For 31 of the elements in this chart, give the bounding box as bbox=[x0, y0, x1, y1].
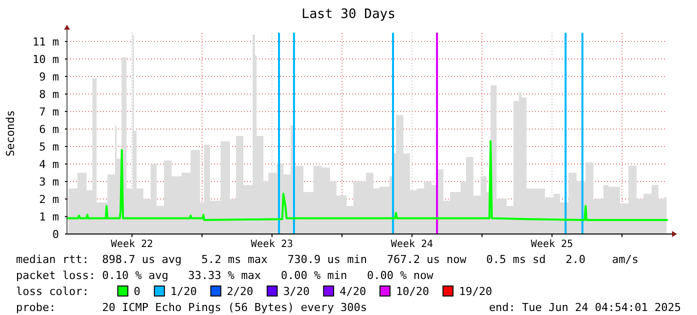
y-tick-label: 8 m bbox=[39, 88, 60, 101]
y-tick-label: 6 m bbox=[39, 122, 60, 136]
y-tick-label: 0 bbox=[52, 228, 59, 241]
y-tick-label: 5 m bbox=[39, 140, 60, 154]
legend-label: 19/20 bbox=[459, 285, 492, 298]
y-axis-title: Seconds bbox=[4, 110, 17, 157]
y-tick-label: 1 m bbox=[39, 210, 60, 224]
y-tick-label: 9 m bbox=[39, 70, 60, 84]
x-tick-label: Week 25 bbox=[530, 239, 574, 250]
x-tick-label: Week 23 bbox=[250, 239, 294, 250]
legend-label: 0 bbox=[134, 285, 140, 298]
y-tick-label: 3 m bbox=[39, 175, 60, 188]
legend-label: 4/20 bbox=[340, 285, 366, 298]
text: end: Tue Jun 24 04:54:01 2025 bbox=[488, 301, 681, 314]
legend-label: 3/20 bbox=[283, 285, 310, 298]
x-tick-label: Week 22 bbox=[110, 239, 154, 250]
line-series bbox=[66, 140, 668, 221]
y-tick-label: 4 m bbox=[39, 158, 60, 171]
legend-label: 1/20 bbox=[170, 285, 197, 298]
y-tick-label: 11 m bbox=[32, 35, 60, 48]
legend-label: 10/20 bbox=[396, 285, 430, 298]
y-tick-label: 10 m bbox=[32, 52, 60, 66]
text: probe: 20 ICMP Echo Pings (56 Bytes) every 300s bbox=[16, 301, 367, 314]
text: median rtt: 898.7 us avg 5.2 ms max 730.9 us min 767.2 us now 0.5 ms sd 2.0 am/s bbox=[16, 253, 639, 266]
y-tick-label: 2 m bbox=[39, 192, 60, 206]
legend-label: 2/20 bbox=[226, 285, 254, 298]
x-tick-label: Week 24 bbox=[390, 239, 434, 250]
chart-title: Last 30 Days bbox=[302, 7, 396, 22]
legend-title: loss color: bbox=[16, 285, 89, 298]
y-tick-label: 7 m bbox=[39, 105, 60, 118]
text: packet loss: 0.10 % avg 33.33 % max 0.00 % min 0.00 % now bbox=[16, 269, 434, 282]
